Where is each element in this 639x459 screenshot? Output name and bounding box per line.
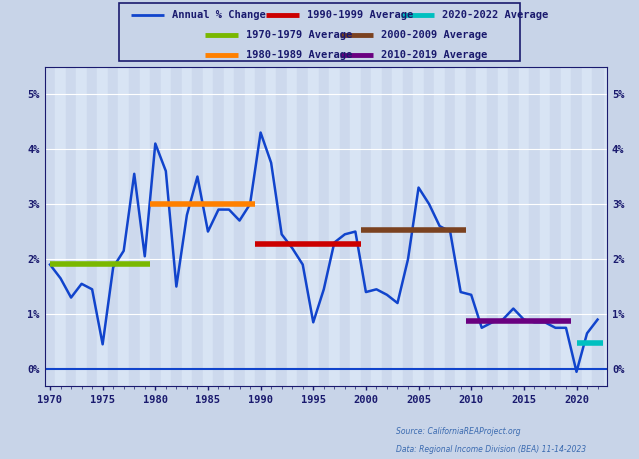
- Text: 2000-2009 Average: 2000-2009 Average: [381, 30, 487, 40]
- Bar: [171, 67, 181, 386]
- Bar: [540, 67, 550, 386]
- Bar: [529, 67, 540, 386]
- Bar: [108, 67, 118, 386]
- Bar: [235, 67, 245, 386]
- Bar: [129, 67, 139, 386]
- Bar: [318, 67, 329, 386]
- Text: Annual % Change: Annual % Change: [173, 11, 266, 21]
- Bar: [581, 67, 592, 386]
- Bar: [245, 67, 256, 386]
- Bar: [413, 67, 424, 386]
- Bar: [160, 67, 171, 386]
- Bar: [66, 67, 76, 386]
- Bar: [150, 67, 160, 386]
- Bar: [403, 67, 413, 386]
- Bar: [87, 67, 97, 386]
- Bar: [508, 67, 519, 386]
- Text: 1970-1979 Average: 1970-1979 Average: [246, 30, 352, 40]
- Bar: [256, 67, 266, 386]
- Bar: [277, 67, 287, 386]
- Bar: [392, 67, 403, 386]
- Bar: [308, 67, 318, 386]
- Bar: [139, 67, 150, 386]
- Bar: [456, 67, 466, 386]
- Bar: [445, 67, 456, 386]
- Bar: [466, 67, 477, 386]
- FancyBboxPatch shape: [119, 4, 520, 61]
- Bar: [592, 67, 603, 386]
- Bar: [97, 67, 108, 386]
- Bar: [350, 67, 360, 386]
- Bar: [550, 67, 560, 386]
- Bar: [371, 67, 381, 386]
- Bar: [55, 67, 66, 386]
- Bar: [287, 67, 298, 386]
- Bar: [487, 67, 498, 386]
- Bar: [203, 67, 213, 386]
- Bar: [76, 67, 87, 386]
- Bar: [339, 67, 350, 386]
- Bar: [571, 67, 581, 386]
- Bar: [498, 67, 508, 386]
- Text: 2020-2022 Average: 2020-2022 Average: [442, 11, 548, 20]
- Bar: [477, 67, 487, 386]
- Bar: [192, 67, 203, 386]
- Bar: [381, 67, 392, 386]
- Bar: [424, 67, 435, 386]
- Bar: [266, 67, 277, 386]
- Bar: [224, 67, 235, 386]
- Bar: [213, 67, 224, 386]
- Bar: [560, 67, 571, 386]
- Bar: [45, 67, 55, 386]
- Text: Source: CaliforniaREAProject.org: Source: CaliforniaREAProject.org: [396, 427, 521, 436]
- Text: 2010-2019 Average: 2010-2019 Average: [381, 50, 487, 60]
- Bar: [181, 67, 192, 386]
- Bar: [519, 67, 529, 386]
- Text: Data: Regional Income Division (BEA) 11-14-2023: Data: Regional Income Division (BEA) 11-…: [396, 445, 587, 454]
- Text: 1980-1989 Average: 1980-1989 Average: [246, 50, 352, 60]
- Bar: [329, 67, 339, 386]
- Text: 1990-1999 Average: 1990-1999 Average: [307, 11, 413, 20]
- Bar: [118, 67, 129, 386]
- Bar: [360, 67, 371, 386]
- Bar: [298, 67, 308, 386]
- Bar: [435, 67, 445, 386]
